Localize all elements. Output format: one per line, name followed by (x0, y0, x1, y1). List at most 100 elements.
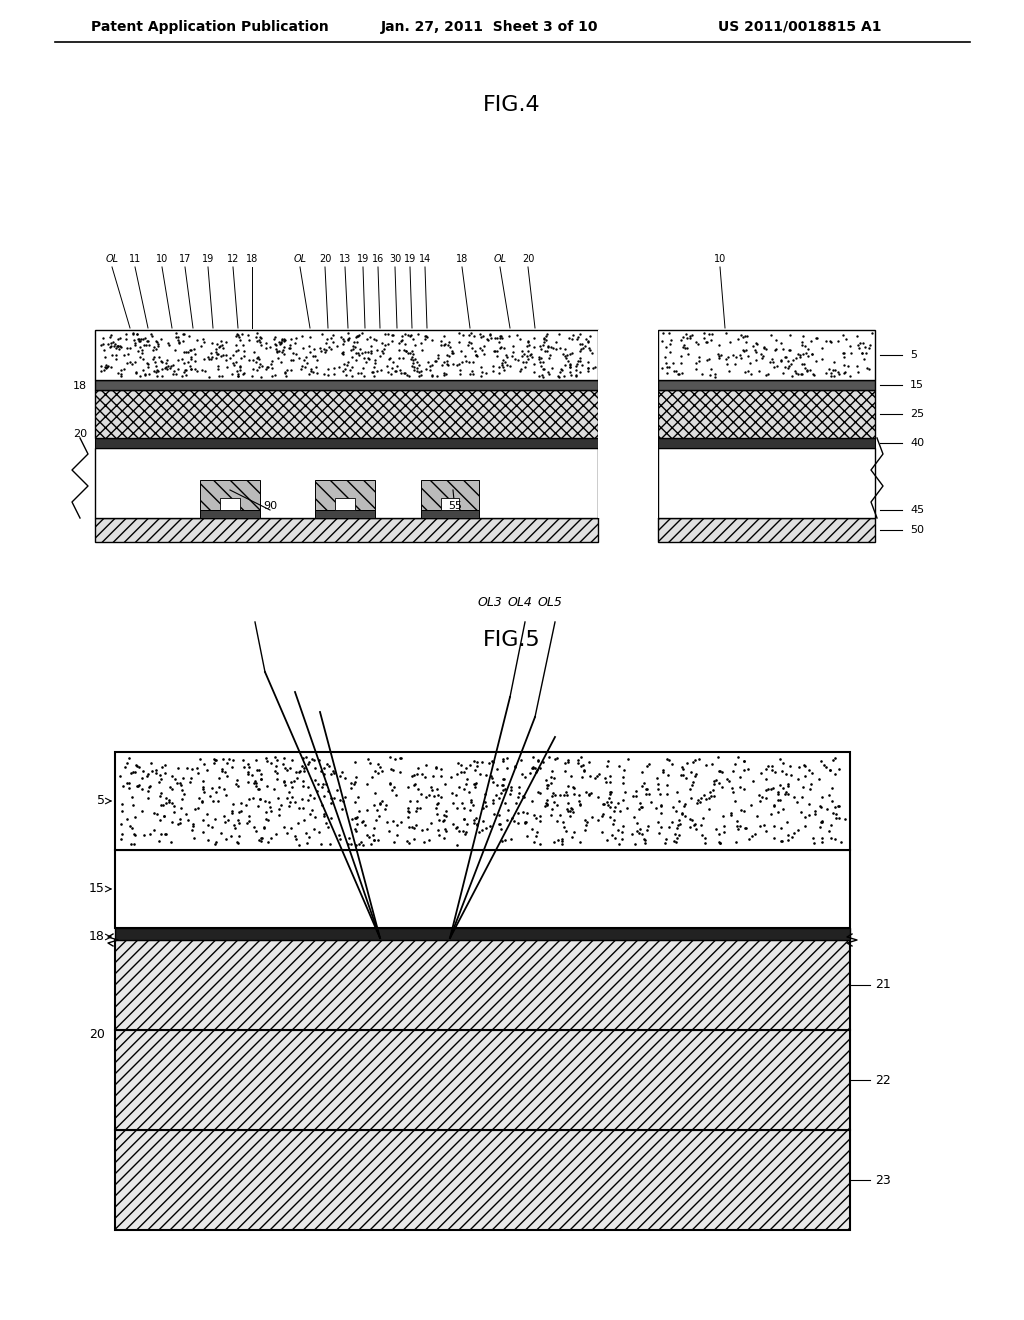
Point (794, 334, 810, 355)
Point (582, 766, 598, 787)
Bar (95, 330, 598, 380)
Point (121, 747, 137, 768)
Point (276, 329, 293, 350)
Point (158, 356, 174, 378)
Point (792, 345, 808, 366)
Point (474, 362, 490, 383)
Point (499, 758, 515, 779)
Point (379, 812, 395, 833)
Point (696, 832, 713, 853)
Point (348, 813, 365, 834)
Point (174, 348, 190, 370)
Point (449, 817, 465, 838)
Point (714, 776, 730, 797)
Point (628, 780, 644, 801)
Point (775, 752, 792, 774)
Point (503, 776, 519, 797)
Point (223, 825, 240, 846)
Point (477, 764, 494, 785)
Point (345, 774, 361, 795)
Point (435, 828, 452, 849)
Point (177, 804, 194, 825)
Point (562, 356, 579, 378)
Point (673, 764, 689, 785)
Point (488, 327, 505, 348)
Point (538, 330, 554, 351)
Point (723, 805, 739, 826)
Point (154, 364, 170, 385)
Point (585, 358, 601, 379)
Point (444, 783, 461, 804)
Point (124, 817, 140, 838)
Point (366, 829, 382, 850)
Point (196, 776, 212, 797)
Point (451, 322, 467, 343)
Point (374, 791, 390, 812)
Point (601, 766, 617, 787)
Point (272, 334, 289, 355)
Point (512, 360, 528, 381)
Point (485, 355, 502, 376)
Point (213, 346, 229, 367)
Point (94, 327, 111, 348)
Point (471, 821, 487, 842)
Point (535, 335, 551, 356)
Point (829, 796, 846, 817)
Point (136, 335, 153, 356)
Point (264, 366, 281, 387)
Point (113, 327, 129, 348)
Text: 18: 18 (89, 931, 105, 944)
Point (348, 767, 365, 788)
Point (282, 338, 298, 359)
Point (172, 808, 188, 829)
Point (572, 795, 589, 816)
Point (402, 348, 419, 370)
Point (116, 345, 132, 366)
Point (427, 350, 443, 371)
Text: FIG.5: FIG.5 (483, 630, 541, 649)
Point (344, 356, 360, 378)
Point (416, 832, 432, 853)
Point (358, 329, 375, 350)
Point (271, 331, 288, 352)
Point (195, 821, 211, 842)
Point (493, 813, 509, 834)
Point (369, 360, 385, 381)
Point (532, 347, 549, 368)
Point (372, 793, 388, 814)
Point (537, 796, 553, 817)
Point (282, 758, 298, 779)
Text: 21: 21 (874, 978, 891, 991)
Point (684, 810, 700, 832)
Point (419, 818, 435, 840)
Point (158, 352, 174, 374)
Bar (658, 330, 874, 380)
Point (408, 814, 424, 836)
Point (772, 789, 788, 810)
Point (854, 333, 870, 354)
Point (558, 348, 574, 370)
Point (725, 781, 741, 803)
Point (115, 775, 131, 796)
Point (224, 345, 241, 366)
Point (671, 791, 687, 812)
Point (258, 333, 274, 354)
Point (341, 828, 357, 849)
Point (587, 356, 603, 378)
Point (160, 333, 176, 354)
Bar (421, 480, 479, 510)
Point (719, 352, 735, 374)
Point (837, 808, 853, 829)
Point (387, 748, 403, 770)
Text: 50: 50 (910, 525, 924, 535)
Point (145, 347, 162, 368)
Point (563, 826, 580, 847)
Point (634, 762, 650, 783)
Point (712, 833, 728, 854)
Point (411, 362, 427, 383)
Text: 18: 18 (456, 253, 468, 264)
Point (251, 759, 267, 780)
Point (141, 776, 158, 797)
Point (214, 760, 230, 781)
Point (233, 323, 250, 345)
